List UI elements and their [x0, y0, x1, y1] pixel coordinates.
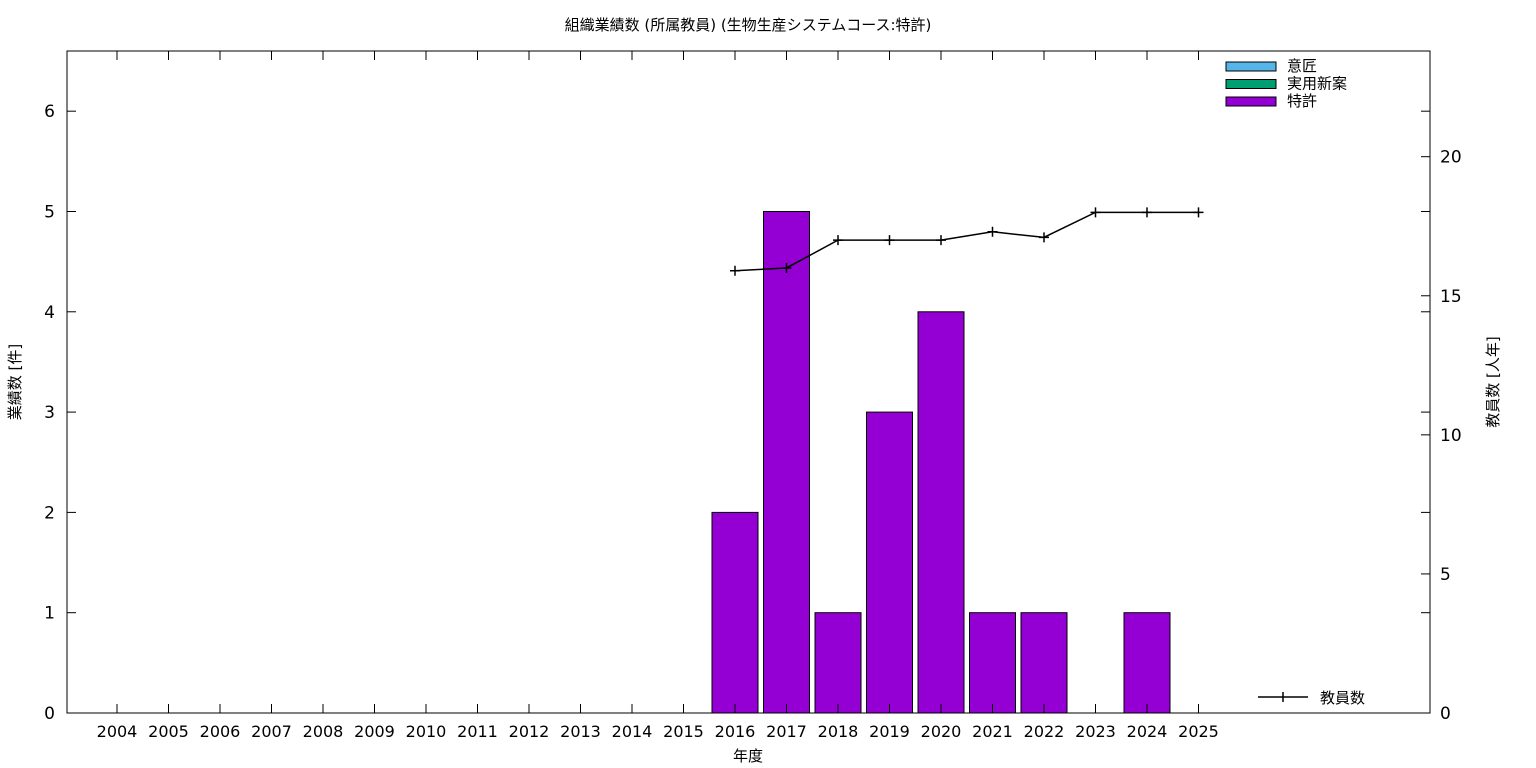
x-tick-label-2007: 2007: [251, 722, 292, 741]
x-tick-label-2014: 2014: [612, 722, 653, 741]
y-tick-label-4: 4: [44, 303, 55, 323]
x-tick-label-2004: 2004: [97, 722, 138, 741]
x-tick-label-2017: 2017: [766, 722, 807, 741]
x-tick-label-2025: 2025: [1178, 722, 1219, 741]
legend-label-2: 特許: [1287, 92, 1317, 110]
y2-tick-label-15: 15: [1440, 287, 1462, 307]
x-tick-label-2010: 2010: [406, 722, 447, 741]
line-point-1: [781, 262, 792, 273]
bar-2024-s2: [1123, 612, 1171, 714]
x-tick-label-2009: 2009: [354, 722, 395, 741]
y2-tick-label-5: 5: [1440, 565, 1451, 585]
legend-label-0: 意匠: [1287, 57, 1317, 75]
x-tick-label-2022: 2022: [1024, 722, 1065, 741]
line-point-6: [1039, 232, 1049, 243]
line-point-2: [833, 235, 843, 246]
bar-2022-s2: [1020, 612, 1068, 714]
bar-2016-s2: [711, 511, 759, 714]
y-tick-label-6: 6: [44, 102, 55, 122]
bar-2019-s2: [866, 411, 913, 714]
y-tick-label-5: 5: [44, 202, 55, 222]
chart-title: 組織業績数 (所属教員) (生物生産システムコース:特許): [565, 16, 932, 34]
x-tick-label-2013: 2013: [560, 722, 601, 741]
plot-frame: [66, 50, 1431, 714]
line-point-9: [1193, 207, 1204, 218]
x-tick-label-2008: 2008: [303, 722, 344, 741]
line-point-0: [730, 265, 740, 276]
x-tick-label-2011: 2011: [457, 722, 498, 741]
y-axis-label: 業績数 [件]: [6, 344, 24, 420]
line-point-5: [987, 226, 998, 237]
y2-tick-label-0: 0: [1440, 704, 1451, 724]
legend-line-label: 教員数: [1320, 689, 1365, 707]
x-tick-label-2020: 2020: [921, 722, 962, 741]
x-tick-label-2023: 2023: [1075, 722, 1116, 741]
line-point-4: [936, 235, 946, 246]
y-tick-label-3: 3: [44, 403, 55, 423]
x-tick-label-2021: 2021: [972, 722, 1013, 741]
y2-axis-label: 教員数 [人年]: [1484, 336, 1502, 427]
x-tick-label-2016: 2016: [715, 722, 756, 741]
legend-swatch-1: [1225, 79, 1277, 89]
x-tick-label-2006: 2006: [200, 722, 241, 741]
line-point-3: [884, 235, 895, 246]
y2-tick-label-10: 10: [1440, 426, 1462, 446]
bar-2017-s2: [763, 210, 810, 714]
line-point-7: [1090, 207, 1101, 218]
legend-swatch-2: [1225, 96, 1277, 107]
plot-area: 0 1 2 3 4 5 6 0 5 10 15 20 2004 2005 2006 2007 2008 2009 2…: [44, 50, 1462, 741]
x-tick-label-2024: 2024: [1127, 722, 1168, 741]
bar-2018-s2: [814, 612, 862, 714]
y-tick-label-1: 1: [44, 604, 55, 624]
x-axis-label: 年度: [733, 747, 763, 765]
x-tick-label-2018: 2018: [818, 722, 859, 741]
legend-swatch-0: [1225, 61, 1277, 72]
line-faculty-count: [734, 211, 1199, 272]
x-tick-label-2019: 2019: [869, 722, 910, 741]
x-tick-label-2012: 2012: [509, 722, 550, 741]
y2-tick-label-20: 20: [1440, 148, 1462, 168]
x-tick-label-2005: 2005: [148, 722, 189, 741]
line-point-8: [1142, 207, 1152, 218]
legend-label-1: 実用新案: [1287, 75, 1347, 93]
bar-2020-s2: [917, 311, 965, 714]
y-tick-label-2: 2: [44, 503, 55, 523]
y-tick-label-0: 0: [44, 704, 55, 724]
x-tick-label-2015: 2015: [663, 722, 704, 741]
bar-2021-s2: [969, 612, 1016, 714]
